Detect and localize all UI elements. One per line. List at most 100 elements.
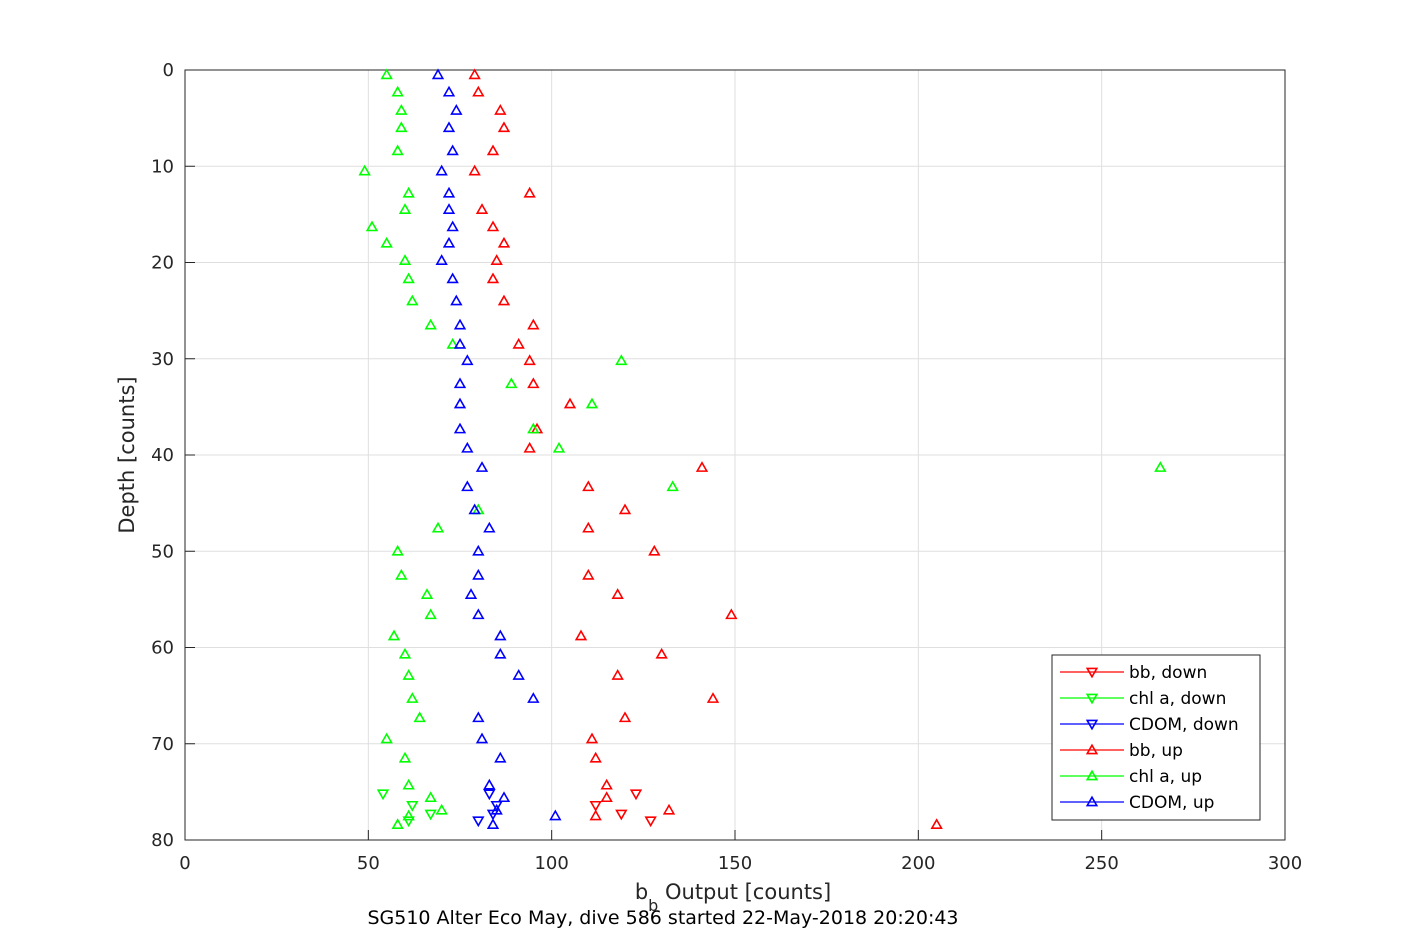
data-point [406, 800, 419, 812]
data-point [376, 789, 390, 801]
legend-label: bb, up [1129, 741, 1183, 761]
y-tick-label: 30 [151, 349, 174, 370]
data-point [472, 568, 485, 580]
data-point [435, 164, 448, 176]
y-tick-label: 50 [151, 541, 174, 562]
x-tick-label: 0 [179, 853, 190, 874]
data-point [486, 144, 500, 156]
data-point [398, 751, 412, 763]
data-point [442, 85, 456, 97]
data-point [629, 789, 643, 801]
data-point [666, 480, 679, 492]
data-point [494, 629, 507, 641]
data-point [497, 791, 511, 803]
legend-box [1051, 654, 1261, 821]
data-point [446, 272, 459, 284]
legend-entry: CDOM, up [1060, 793, 1214, 813]
data-point [387, 629, 401, 641]
data-point [398, 647, 412, 659]
data-point [468, 68, 481, 80]
data-point [615, 354, 628, 366]
figure-caption: SG510 Alter Eco May, dive 586 started 22… [367, 907, 958, 929]
data-point [450, 104, 463, 115]
y-tick-label: 60 [151, 638, 174, 659]
legend-marker [1085, 719, 1099, 731]
data-point [391, 544, 404, 556]
legend-label: CDOM, up [1129, 793, 1214, 813]
data-point [490, 800, 503, 812]
data-point [582, 480, 595, 492]
data-point [483, 521, 496, 533]
data-point [442, 121, 456, 133]
data-point [505, 377, 518, 389]
legend-entry: chl a, down [1060, 689, 1226, 709]
data-point [483, 789, 496, 801]
y-tick-label: 80 [151, 830, 174, 851]
data-point [486, 272, 500, 284]
data-point [490, 254, 503, 265]
data-point [453, 337, 467, 349]
data-point [435, 803, 448, 815]
data-point [618, 503, 632, 515]
data-point [512, 337, 525, 349]
data-point [611, 669, 624, 680]
data-point [483, 778, 496, 790]
data-point [402, 272, 415, 284]
series-chl-a-down [376, 789, 437, 828]
y-tick-label: 40 [151, 445, 174, 466]
legend-label: CDOM, down [1129, 715, 1239, 735]
data-point [695, 461, 709, 472]
data-point [600, 778, 613, 790]
data-point [468, 503, 481, 515]
data-point [402, 809, 415, 821]
data-point [461, 354, 474, 366]
data-point [446, 337, 459, 349]
data-point [930, 818, 943, 830]
data-point [615, 809, 628, 821]
data-point [472, 816, 485, 828]
data-point [486, 220, 500, 232]
data-point [391, 144, 404, 156]
x-tick-label: 150 [718, 853, 752, 874]
data-point [442, 236, 456, 248]
data-point [435, 254, 448, 265]
data-point [494, 104, 507, 115]
data-point [420, 588, 434, 599]
data-point [424, 608, 437, 620]
series-bb-down [589, 789, 657, 828]
data-point [472, 85, 485, 97]
data-point [549, 809, 562, 821]
data-point [391, 85, 404, 97]
data-point [453, 397, 467, 409]
data-point [706, 692, 720, 703]
data-point [494, 647, 507, 659]
x-tick-label: 100 [534, 853, 568, 874]
data-point [461, 480, 474, 492]
legend-marker [1085, 769, 1099, 781]
data-point [475, 203, 489, 214]
data-point [402, 816, 415, 828]
data-point [431, 68, 445, 80]
legend-marker [1085, 667, 1099, 679]
data-point [406, 294, 419, 306]
data-point [442, 203, 456, 214]
data-point [600, 791, 613, 803]
data-point [574, 629, 588, 641]
data-point [358, 164, 371, 176]
legend-marker [1085, 693, 1099, 705]
data-point [446, 144, 459, 156]
y-tick-label: 20 [151, 253, 174, 274]
data-point [655, 647, 668, 659]
data-point [424, 791, 437, 803]
data-point [563, 397, 577, 409]
legend: bb, down chl a, down CDOM, down bb, up chl a… [1051, 654, 1261, 821]
data-point [523, 186, 536, 198]
data-point [585, 397, 599, 409]
data-point [497, 236, 511, 248]
data-point [395, 121, 408, 133]
data-point [523, 441, 536, 453]
data-point [662, 803, 676, 815]
data-point [486, 818, 500, 830]
series-bb-up [468, 68, 943, 830]
